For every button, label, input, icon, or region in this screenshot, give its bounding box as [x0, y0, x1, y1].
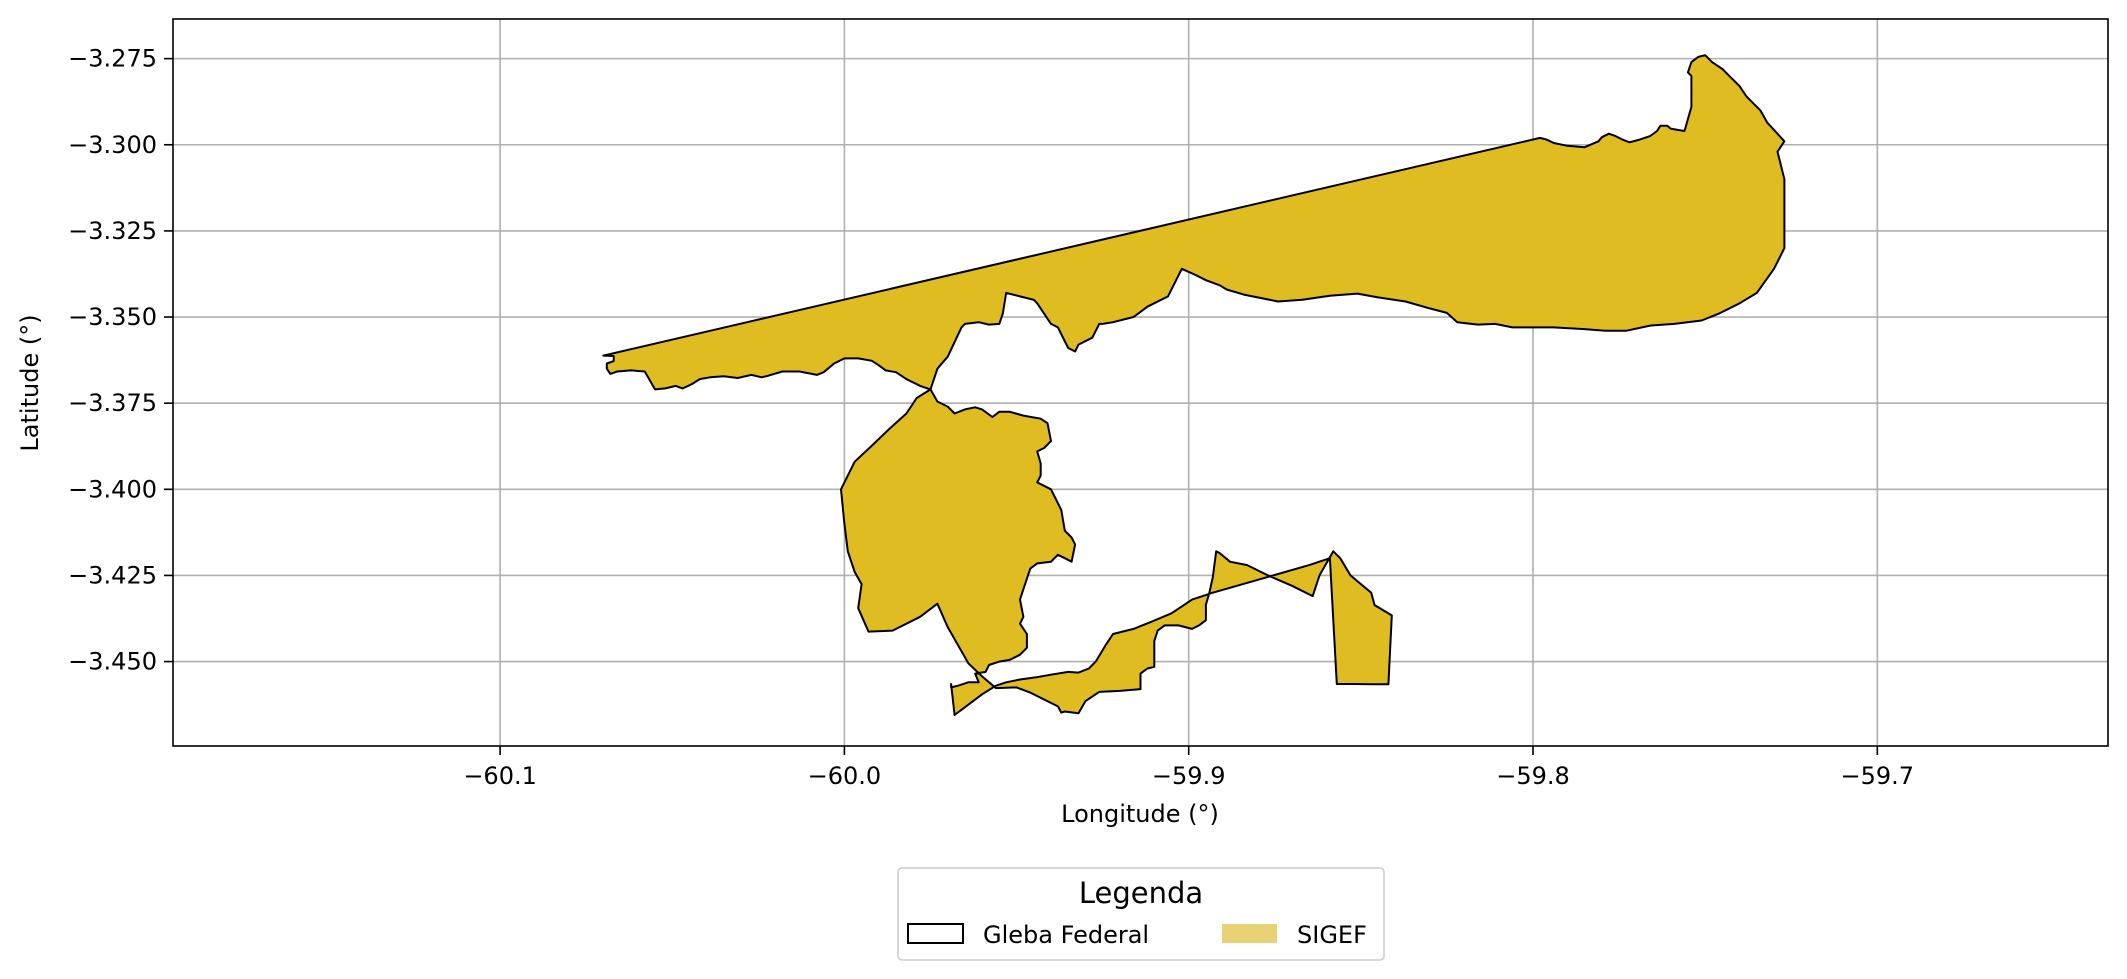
- x-axis-label: Longitude (°): [1061, 800, 1219, 828]
- y-axis-label: Latitude (°): [16, 314, 44, 451]
- y-tick-label: −3.425: [68, 561, 157, 589]
- x-tick-label: −59.8: [1496, 762, 1570, 790]
- x-tick-label: −59.7: [1841, 762, 1915, 790]
- y-tick-label: −3.400: [68, 475, 157, 503]
- legend-label-sigef: SIGEF: [1297, 921, 1367, 949]
- y-tick-label: −3.325: [68, 217, 157, 245]
- x-tick-label: −60.0: [808, 762, 882, 790]
- y-tick-label: −3.350: [68, 303, 157, 331]
- legend-label-gleba-federal: Gleba Federal: [983, 921, 1149, 949]
- y-tick-label: −3.375: [68, 389, 157, 417]
- y-axis-ticks: −3.275 −3.300 −3.325 −3.350 −3.375 −3.400 −3.4…: [68, 45, 173, 676]
- legend-swatch-sigef: [1222, 924, 1277, 943]
- legend: Legenda Gleba Federal SIGEF: [898, 868, 1384, 960]
- y-tick-label: −3.450: [68, 648, 157, 676]
- y-tick-label: −3.275: [68, 45, 157, 73]
- x-axis-ticks: −60.1 −60.0 −59.9 −59.8 −59.7: [463, 746, 1914, 790]
- x-tick-label: −60.1: [463, 762, 537, 790]
- legend-title: Legenda: [1079, 876, 1203, 910]
- x-tick-label: −59.9: [1152, 762, 1226, 790]
- y-tick-label: −3.300: [68, 131, 157, 159]
